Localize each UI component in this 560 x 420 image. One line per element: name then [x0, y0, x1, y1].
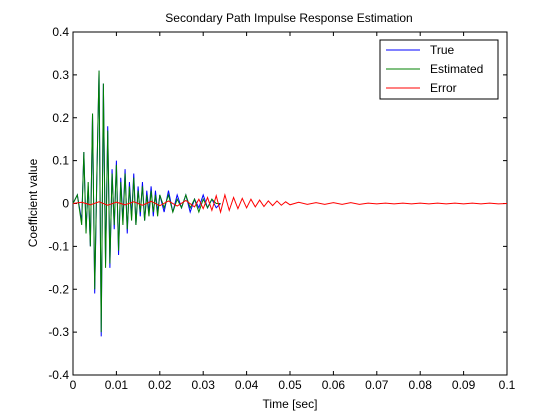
y-tick-label: 0.1: [52, 154, 69, 168]
x-tick-label: 0.01: [105, 378, 129, 392]
y-tick-label: -0.2: [48, 282, 69, 296]
y-tick-label: -0.4: [48, 368, 69, 382]
x-tick-label: 0.06: [322, 378, 346, 392]
series-line-error: [72, 192, 508, 215]
y-tick-label: 0.3: [52, 68, 69, 82]
axis-ticks: 0 0.01 0.02 0.03 0.04 0.05 0.06 0.07 0.08 0.09 0.1…: [48, 25, 515, 392]
y-tick-label: -0.1: [48, 239, 69, 253]
x-tick-label: 0.1: [499, 378, 516, 392]
x-tick-label: 0.08: [409, 378, 433, 392]
legend: True Estimated Error: [379, 39, 499, 100]
series-line-estimated: [72, 70, 221, 333]
y-tick-label: -0.3: [48, 325, 69, 339]
legend-entries: True Estimated Error: [386, 43, 483, 95]
x-tick-label: 0.09: [452, 378, 476, 392]
data-series: [72, 70, 508, 337]
legend-label-error: Error: [430, 81, 457, 95]
x-axis-label: Time [sec]: [263, 397, 318, 411]
x-tick-label: 0.05: [278, 378, 302, 392]
x-tick-label: 0.03: [192, 378, 216, 392]
legend-label-estimated: Estimated: [430, 62, 483, 76]
y-tick-label: 0: [62, 197, 69, 211]
chart-title: Secondary Path Impulse Response Estimati…: [165, 11, 412, 25]
x-tick-label: 0.07: [365, 378, 389, 392]
legend-label-true: True: [430, 43, 455, 57]
x-tick-label: 0.04: [235, 378, 259, 392]
y-tick-label: 0.2: [52, 111, 69, 125]
x-tick-label: 0.02: [148, 378, 172, 392]
y-tick-label: 0.4: [52, 25, 69, 39]
x-tick-label: 0: [70, 378, 77, 392]
y-axis-label: Coefficient value: [26, 158, 40, 247]
